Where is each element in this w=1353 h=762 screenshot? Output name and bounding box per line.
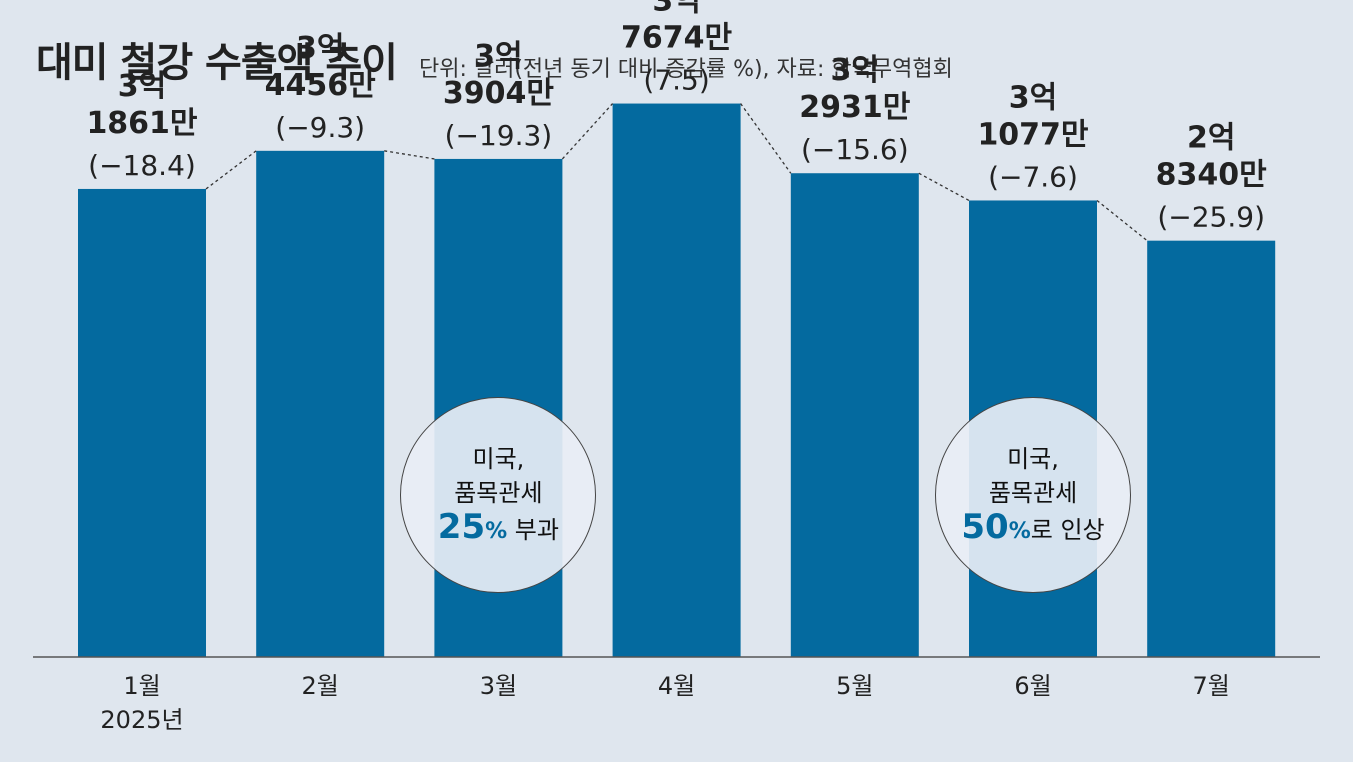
value-label-eok: 3억 (118, 69, 166, 104)
connector-line (561, 103, 614, 160)
connector-line (205, 150, 257, 190)
bar (78, 188, 206, 658)
yoy-label: (−15.6) (801, 133, 909, 166)
annotation-line1: 미국, (1007, 444, 1059, 473)
annotation-tail: 로 인상 (1030, 515, 1105, 544)
yoy-label: (−7.6) (988, 160, 1078, 193)
yoy-label: (−25.9) (1157, 201, 1265, 234)
annotation-unit: % (485, 518, 508, 544)
annotation-tail: 부과 (507, 515, 559, 544)
annotation-line2: 품목관세 (454, 478, 543, 507)
bar (1147, 240, 1276, 657)
value-label-eok: 3억 (296, 31, 344, 66)
x-tick-label: 5월 (836, 672, 873, 700)
chart-subtitle: 단위: 달러(전년 동기 대비 증감률 %), 자료: 한국무역협회 (418, 57, 953, 82)
bar (612, 103, 741, 657)
annotation-line2: 품목관세 (988, 478, 1078, 507)
x-tick-label: 7월 (1193, 672, 1230, 700)
value-label-man: 3904만 (443, 76, 554, 111)
value-label-eok: 2억 (1187, 121, 1235, 156)
annotation-bubble-tariff-50: 미국, 품목관세 50%로 인상 (935, 397, 1131, 593)
chart-header: 대미 철강 수출액 추이 단위: 달러(전년 동기 대비 증감률 %), 자료:… (36, 30, 953, 90)
connector-line (384, 150, 435, 160)
value-label-man: 1077만 (977, 117, 1088, 152)
x-tick-label: 6월 (1014, 672, 1051, 700)
yoy-label: (−18.4) (88, 149, 196, 182)
x-tick-label: 4월 (658, 672, 695, 700)
x-tick-label: 1월 (123, 672, 160, 700)
x-tick-label: 3월 (480, 672, 517, 700)
value-label-eok: 3억 (831, 53, 879, 88)
bar (790, 173, 919, 657)
value-label-man: 7674만 (621, 21, 732, 56)
x-tick-label: 2월 (302, 672, 339, 700)
chart-title: 대미 철강 수출액 추이 (36, 40, 398, 86)
annotation-unit: % (1008, 518, 1031, 544)
yoy-label: (−19.3) (445, 119, 553, 152)
value-label-man: 1861만 (86, 106, 197, 141)
annotation-bubble-tariff-25: 미국, 품목관세 25% 부과 (400, 397, 597, 593)
annotation-number: 50 (961, 506, 1009, 547)
yoy-label: (−9.3) (275, 111, 365, 144)
value-label-man: 8340만 (1156, 158, 1267, 193)
connector-line (740, 103, 792, 174)
bar (256, 150, 385, 657)
connector-line (1096, 199, 1148, 242)
yoy-label: (7.5) (643, 64, 709, 97)
x-year-label: 2025년 (100, 706, 183, 734)
connector-line (918, 172, 970, 202)
value-label-man: 2931만 (799, 90, 910, 125)
annotation-line3: 25% 부과 (438, 510, 559, 549)
annotation-number: 25 (437, 506, 486, 547)
value-label-man: 4456만 (265, 68, 376, 103)
value-label-eok: 3억 (652, 0, 700, 19)
value-label-eok: 3억 (1009, 80, 1057, 115)
value-label-eok: 3억 (474, 39, 522, 74)
annotation-line1: 미국, (472, 444, 525, 473)
annotation-line3: 50%로 인상 (961, 510, 1104, 549)
